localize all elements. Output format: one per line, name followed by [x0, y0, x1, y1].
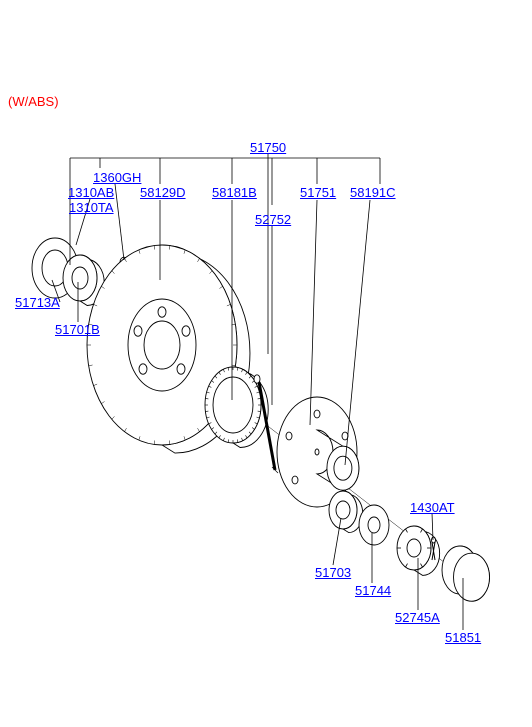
part-label-58181B[interactable]: 58181B: [212, 185, 257, 200]
part-label-51851[interactable]: 51851: [445, 630, 481, 645]
part-label-58129D[interactable]: 58129D: [140, 185, 186, 200]
part-label-51701B[interactable]: 51701B: [55, 322, 100, 337]
part-label-52752[interactable]: 52752: [255, 212, 291, 227]
part-label-58191C[interactable]: 58191C: [350, 185, 396, 200]
part-label-1310AB[interactable]: 1310AB: [68, 185, 114, 200]
part-label-51750[interactable]: 51750: [250, 140, 286, 155]
part-label-51751[interactable]: 51751: [300, 185, 336, 200]
part-label-1310TA[interactable]: 1310TA: [69, 200, 114, 215]
part-label-52745A[interactable]: 52745A: [395, 610, 440, 625]
exploded-diagram: [0, 0, 532, 727]
part-label-51703[interactable]: 51703: [315, 565, 351, 580]
part-label-1360GH[interactable]: 1360GH: [93, 170, 141, 185]
part-label-51744[interactable]: 51744: [355, 583, 391, 598]
part-label-51713A[interactable]: 51713A: [15, 295, 60, 310]
variant-header: (W/ABS): [8, 94, 59, 109]
part-label-1430AT[interactable]: 1430AT: [410, 500, 455, 515]
